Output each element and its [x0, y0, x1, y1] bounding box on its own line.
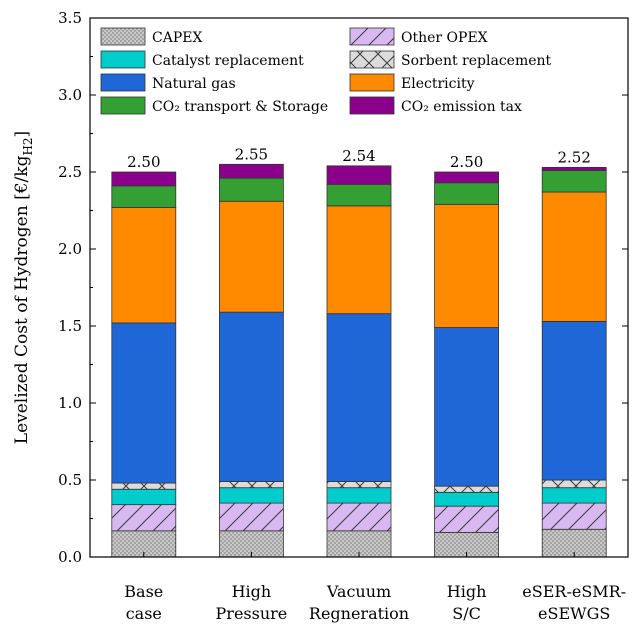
bar-segment-sorbent-replacement	[218, 481, 284, 489]
bar-segment-electricity	[111, 207, 177, 324]
bar-segment-sorbent-replacement	[326, 481, 392, 489]
legend-swatch	[100, 27, 146, 46]
bar-segment-electricity	[434, 203, 500, 328]
y-tick-label: 0.5	[58, 471, 82, 489]
bar-segment-catalyst-replacement	[326, 487, 392, 504]
y-tick-label: 0.0	[58, 548, 82, 566]
x-tick-label: eSER-eSMR-	[522, 582, 626, 601]
y-tick-label: 1.5	[58, 317, 82, 335]
legend-label: Electricity	[401, 76, 475, 92]
x-tick-label: case	[126, 604, 162, 623]
bar-segment-co-emission-tax	[218, 163, 284, 179]
bar-segment-co-emission-tax	[326, 165, 392, 185]
bar-segment-natural-gas	[218, 311, 284, 482]
bar-segment-electricity	[326, 205, 392, 315]
legend-label: CO₂ transport & Storage	[152, 99, 328, 115]
legend-swatch	[349, 50, 395, 69]
bar-segment-natural-gas	[326, 313, 392, 482]
legend-label: Catalyst replacement	[152, 53, 304, 69]
bar-segment-co-emission-tax	[111, 171, 177, 187]
x-tick-label: High	[232, 582, 272, 601]
bar-segment-sorbent-replacement	[541, 479, 607, 489]
bar-total-label: 2.52	[557, 148, 590, 166]
x-tick-label: eSEWGS	[538, 604, 610, 623]
legend-swatch	[349, 73, 395, 92]
bar-total-label: 2.54	[342, 147, 375, 165]
bar-segment-electricity	[541, 191, 607, 322]
y-tick-label: 2.0	[58, 240, 82, 258]
y-tick-label: 3.5	[58, 9, 82, 27]
bar-segment-catalyst-replacement	[111, 488, 177, 506]
bar-total-label: 2.50	[450, 153, 483, 171]
bar-segment-other-opex	[541, 502, 607, 530]
legend-label: Sorbent replacement	[401, 53, 552, 69]
bar-segment-co-emission-tax	[434, 171, 500, 184]
legend-swatch	[100, 96, 146, 115]
bar-segment-co-emission-tax	[541, 166, 607, 171]
bar-total-label: 2.55	[235, 145, 268, 163]
bar-segment-co-transport-storage	[434, 182, 500, 205]
legend-swatch	[349, 96, 395, 115]
legend-swatch	[100, 73, 146, 92]
bar-total-label: 2.50	[127, 153, 160, 171]
y-tick-label: 2.5	[58, 163, 82, 181]
x-tick-label: Pressure	[216, 604, 288, 623]
bar-segment-catalyst-replacement	[218, 487, 284, 504]
bar-segment-other-opex	[218, 502, 284, 532]
bar-segment-natural-gas	[111, 322, 177, 484]
x-tick-label: S/C	[452, 604, 481, 623]
x-tick-label: Vacuum	[326, 582, 391, 601]
bar-segment-electricity	[218, 200, 284, 313]
x-tick-label: High	[447, 582, 487, 601]
bar-segment-natural-gas	[541, 320, 607, 481]
bar-segment-co-transport-storage	[541, 170, 607, 193]
bar-segment-sorbent-replacement	[434, 485, 500, 493]
x-tick-label: Regneration	[309, 604, 409, 623]
legend-swatch	[100, 50, 146, 69]
bar-segment-co-transport-storage	[326, 183, 392, 207]
bar-segment-other-opex	[326, 502, 392, 532]
legend-label: CAPEX	[152, 30, 202, 46]
bar-segment-co-transport-storage	[218, 177, 284, 202]
bar-segment-sorbent-replacement	[111, 482, 177, 490]
bar-segment-co-transport-storage	[111, 185, 177, 208]
y-tick-label: 1.0	[58, 394, 82, 412]
bar-segment-other-opex	[111, 504, 177, 532]
bar-segment-natural-gas	[434, 327, 500, 487]
y-axis-title: Levelized Cost of Hydrogen [€/kgH2]	[12, 131, 35, 444]
legend-swatch	[349, 27, 395, 46]
bar-segment-catalyst-replacement	[434, 491, 500, 507]
legend-label: CO₂ emission tax	[401, 99, 522, 115]
x-tick-label: Base	[124, 582, 163, 601]
legend-label: Other OPEX	[401, 30, 488, 46]
y-tick-label: 3.0	[58, 86, 82, 104]
bar-segment-catalyst-replacement	[541, 487, 607, 504]
legend-label: Natural gas	[152, 76, 236, 92]
bar-segment-other-opex	[434, 505, 500, 533]
legend: CAPEX Other OPEX Catalyst replacement Sorbe…	[100, 27, 552, 115]
